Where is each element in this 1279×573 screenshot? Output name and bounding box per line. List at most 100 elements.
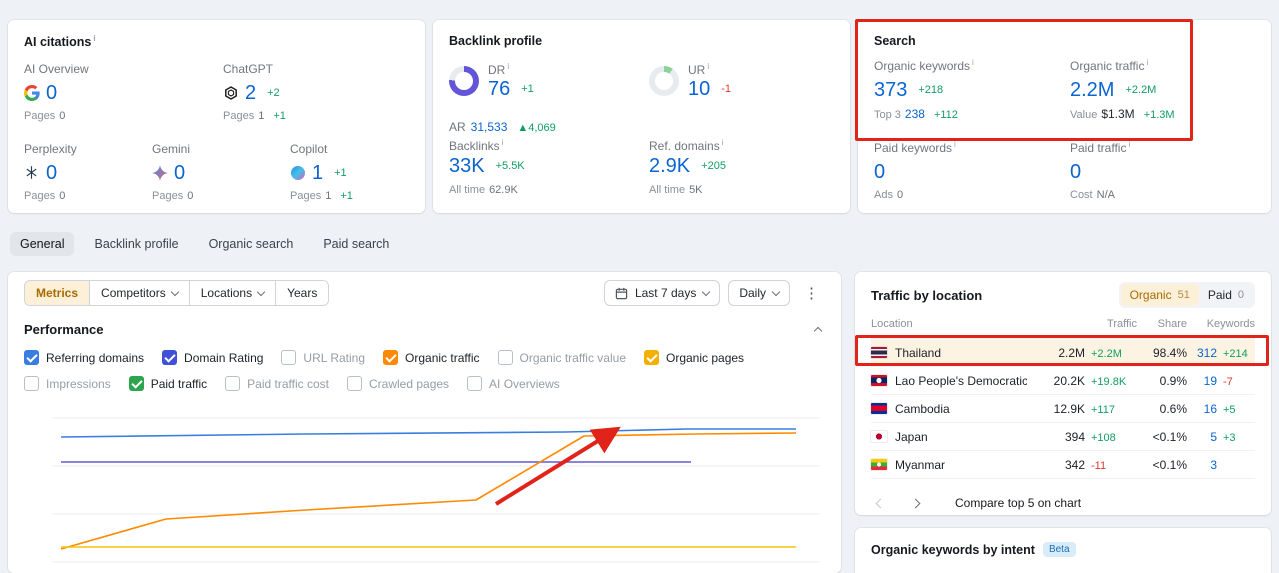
metric-toggle-referring-domains[interactable]: Referring domains — [24, 350, 144, 365]
next-page-button[interactable] — [906, 491, 925, 514]
organic-pill[interactable]: Organic 51 — [1120, 284, 1199, 306]
tab-organic-search[interactable]: Organic search — [199, 232, 304, 256]
location-name: Myanmar — [895, 457, 946, 472]
checkbox-icon — [467, 376, 483, 391]
date-range-button[interactable]: Last 7 days — [603, 280, 721, 306]
ref-domains-value[interactable]: 2.9K — [649, 154, 691, 177]
metric-toggle-crawled-pages[interactable]: Crawled pages — [347, 376, 449, 391]
organic-traffic-value[interactable]: 2.2M — [1070, 78, 1115, 101]
google-icon — [24, 85, 40, 101]
ai-citation-ai-overview: AI Overview 0 Pages 0 — [24, 62, 223, 122]
performance-chart[interactable] — [14, 408, 834, 573]
organic-keywords-value[interactable]: 373 — [874, 78, 908, 101]
ai-citations-row-2: Perplexity 0 Pages 0 Gemini 0 Pages 0 Copi… — [24, 142, 409, 202]
dr-change: +1 — [521, 83, 534, 95]
backlink-profile-card: Backlink profile DR 76 +1 AR 31,533 ▲4,06… — [433, 20, 850, 213]
metric-toggle-domain-rating[interactable]: Domain Rating — [162, 350, 263, 365]
keywords-by-intent-header: Organic keywords by intent Beta — [871, 542, 1255, 557]
keywords-link[interactable]: 5 — [1210, 429, 1217, 444]
prev-page-button[interactable] — [871, 491, 890, 514]
keywords-by-intent-panel: Organic keywords by intent Beta — [855, 528, 1271, 573]
keywords-link[interactable]: 19 — [1203, 373, 1217, 388]
metric-toggle-impressions[interactable]: Impressions — [24, 376, 111, 391]
keywords-link[interactable]: 3 — [1210, 457, 1217, 472]
paid-traffic-value[interactable]: 0 — [1070, 160, 1082, 183]
ai-citations-title: AI citations — [24, 34, 96, 49]
location-row-myanmar[interactable]: Myanmar 342 -11 <0.1% 3 — [871, 450, 1255, 479]
info-icon — [500, 139, 504, 153]
ur-value[interactable]: 10 — [688, 77, 711, 100]
tab-general[interactable]: General — [10, 232, 75, 256]
info-icon — [505, 63, 509, 77]
chevron-left-icon — [875, 498, 886, 509]
ur-donut — [649, 66, 679, 96]
ai-citation-value[interactable]: 0 — [46, 81, 58, 104]
ai-citation-change: +1 — [334, 167, 347, 179]
ai-citation-value[interactable]: 2 — [245, 81, 257, 104]
organic-traffic-change: +2.2M — [1125, 84, 1157, 96]
organic-pill-label: Organic — [1129, 288, 1172, 302]
top3-value[interactable]: 238 — [904, 107, 925, 121]
metric-toggle-ai-overviews[interactable]: AI Overviews — [467, 376, 560, 391]
section-tabs: General Backlink profile Organic search … — [10, 232, 399, 256]
competitors-button[interactable]: Competitors — [90, 281, 190, 305]
perplexity-icon — [24, 165, 40, 181]
years-button[interactable]: Years — [276, 281, 329, 305]
ai-citation-pages: Pages 0 — [24, 110, 66, 122]
ar-change: ▲4,069 — [517, 122, 556, 134]
traffic-type-switch: Organic 51 Paid 0 — [1118, 282, 1255, 308]
column-location: Location — [871, 312, 1029, 339]
checkbox-icon — [383, 350, 399, 365]
organic-traffic-stat: Organic traffic 2.2M +2.2M Value$1.3M+1.3… — [1070, 58, 1262, 121]
metric-label: Domain Rating — [184, 350, 264, 365]
metric-toggle-paid-traffic-cost[interactable]: Paid traffic cost — [225, 376, 329, 391]
keywords-link[interactable]: 312 — [1196, 345, 1217, 360]
ai-citation-value[interactable]: 0 — [46, 161, 58, 184]
paid-pill[interactable]: Paid 0 — [1199, 284, 1253, 306]
metric-toggle-url-rating[interactable]: URL Rating — [281, 350, 365, 365]
collapse-chevron-icon[interactable] — [813, 326, 823, 336]
location-row-laos[interactable]: Lao People's Democratic Reput 20.2K+19.8… — [871, 366, 1255, 395]
traffic-by-location-panel: Traffic by location Organic 51 Paid 0 Loca… — [855, 272, 1271, 515]
backlinks-value[interactable]: 33K — [449, 154, 485, 177]
compare-top5-link[interactable]: Compare top 5 on chart — [955, 495, 1082, 510]
checkbox-icon — [281, 350, 297, 365]
location-row-thailand[interactable]: Thailand 2.2M +2.2M 98.4% 312 +214 — [871, 338, 1255, 367]
info-icon — [970, 59, 974, 73]
metric-toggle-organic-pages[interactable]: Organic pages — [644, 350, 744, 365]
performance-header: Performance — [24, 322, 825, 337]
ai-citation-pages: Pages 0 — [24, 190, 66, 202]
backlink-profile-title: Backlink profile — [449, 34, 543, 48]
more-options-button[interactable]: ⋮ — [798, 282, 825, 304]
metric-toggle-paid-traffic[interactable]: Paid traffic — [128, 376, 207, 391]
tab-backlink-profile[interactable]: Backlink profile — [84, 232, 188, 256]
ai-citation-value[interactable]: 1 — [312, 161, 324, 184]
ai-citations-title-text: AI citations — [24, 35, 92, 50]
metric-label: Paid traffic cost — [247, 376, 329, 391]
location-row-japan[interactable]: Japan 394 +108 <0.1% 5 +3 — [871, 422, 1255, 451]
metric-toggle-organic-traffic[interactable]: Organic traffic — [383, 350, 480, 365]
ai-citation-value[interactable]: 0 — [174, 161, 186, 184]
ai-citations-row-1: AI Overview 0 Pages 0 ChatGPT 2 +2 Pages 1… — [24, 62, 409, 122]
info-icon — [1144, 59, 1148, 73]
metrics-button[interactable]: Metrics — [25, 281, 91, 305]
keywords-by-intent-title: Organic keywords by intent — [871, 542, 1035, 557]
location-row-cambodia[interactable]: Cambodia 12.9K +117 0.6% 16 +5 — [871, 394, 1255, 423]
metric-toggle-organic-traffic-value[interactable]: Organic traffic value — [497, 350, 626, 365]
chevron-down-icon — [256, 287, 266, 296]
date-controls: Last 7 days Daily ⋮ — [603, 280, 825, 306]
ai-citation-chatgpt: ChatGPT 2 +2 Pages 1 +1 — [223, 62, 409, 122]
dr-value[interactable]: 76 — [488, 77, 511, 100]
traffic-table: Location Traffic Share Keywords Thailand… — [871, 312, 1255, 479]
column-traffic: Traffic — [1029, 312, 1137, 339]
checkbox-icon — [644, 350, 659, 365]
granularity-button[interactable]: Daily — [728, 280, 790, 306]
info-icon — [952, 141, 956, 155]
overview-panel: Metrics Competitors Locations Years Last… — [8, 272, 841, 573]
keywords-link[interactable]: 16 — [1203, 401, 1217, 416]
locations-button[interactable]: Locations — [189, 281, 277, 305]
paid-keywords-value[interactable]: 0 — [874, 160, 886, 183]
tab-paid-search[interactable]: Paid search — [313, 232, 399, 256]
ar-value[interactable]: 31,533 — [470, 120, 508, 134]
